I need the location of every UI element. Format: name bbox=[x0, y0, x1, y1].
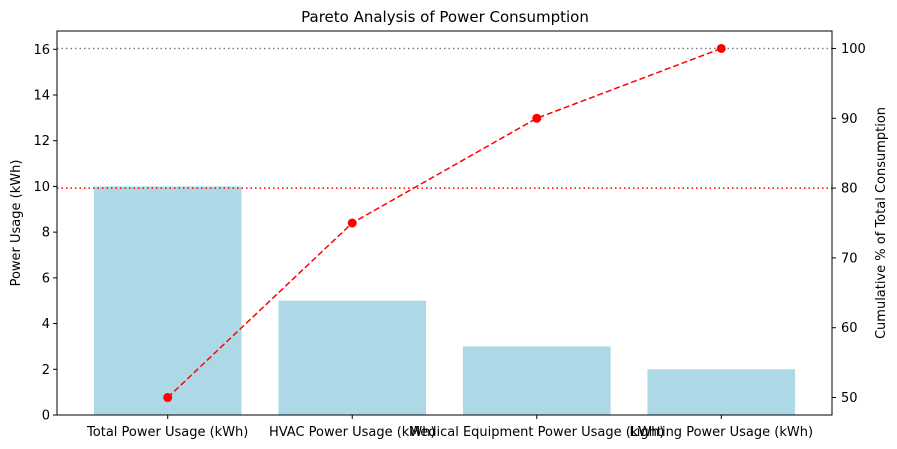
left-tick-label-12: 12 bbox=[33, 134, 50, 149]
y2-axis-label: Cumulative % of Total Consumption bbox=[874, 107, 889, 339]
x-tick-label-1: Total Power Usage (kWh) bbox=[86, 425, 248, 440]
bar-1 bbox=[93, 186, 242, 415]
left-tick-label-8: 8 bbox=[42, 226, 50, 241]
y-axis-label: Power Usage (kWh) bbox=[9, 160, 24, 287]
x-tick-label-2: HVAC Power Usage (kWh) bbox=[269, 425, 436, 440]
cumulative-point-2 bbox=[347, 218, 357, 228]
right-tick-label-50: 50 bbox=[841, 391, 858, 406]
right-y-axis: 50 60 70 80 90 100 bbox=[832, 42, 866, 406]
x-axis: Total Power Usage (kWh) HVAC Power Usage … bbox=[86, 415, 813, 440]
cumulative-line-layer bbox=[163, 43, 726, 403]
left-tick-label-2: 2 bbox=[42, 363, 50, 378]
right-tick-label-80: 80 bbox=[841, 182, 858, 197]
x-tick-label-3: Medical Equipment Power Usage (kWh) bbox=[409, 425, 664, 440]
right-tick-label-70: 70 bbox=[841, 251, 858, 266]
right-tick-label-90: 90 bbox=[841, 112, 858, 127]
left-tick-label-0: 0 bbox=[42, 409, 50, 424]
bars-layer bbox=[93, 186, 796, 415]
cumulative-line bbox=[167, 47, 722, 399]
left-tick-label-14: 14 bbox=[33, 89, 50, 104]
cumulative-point-3 bbox=[532, 113, 542, 123]
left-tick-label-10: 10 bbox=[33, 180, 50, 195]
reference-lines-layer bbox=[57, 47, 832, 189]
plot-frame bbox=[56, 30, 833, 416]
bar-2 bbox=[278, 300, 427, 415]
chart-title: Pareto Analysis of Power Consumption bbox=[301, 8, 589, 26]
cumulative-point-4 bbox=[716, 43, 726, 53]
left-tick-label-4: 4 bbox=[42, 317, 50, 332]
left-tick-label-16: 16 bbox=[33, 43, 50, 58]
left-tick-label-6: 6 bbox=[42, 271, 50, 286]
right-tick-label-60: 60 bbox=[841, 321, 858, 336]
left-y-axis: 0 2 4 6 8 10 12 14 16 bbox=[33, 43, 57, 424]
right-tick-label-100: 100 bbox=[841, 42, 866, 57]
bar-3 bbox=[462, 346, 611, 415]
x-tick-label-4: Lighting Power Usage (kWh) bbox=[630, 425, 814, 440]
bar-4 bbox=[647, 369, 796, 415]
cumulative-point-1 bbox=[163, 393, 173, 403]
